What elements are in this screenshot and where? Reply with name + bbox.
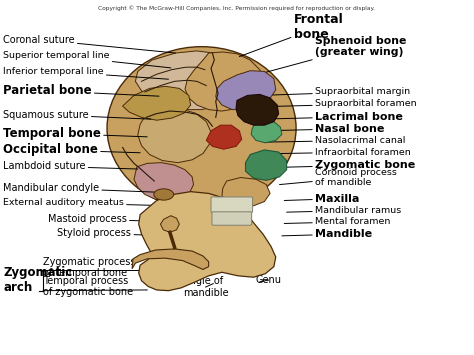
PathPatch shape [246, 150, 287, 180]
Text: Mental foramen: Mental foramen [284, 217, 391, 226]
Text: Lacrimal bone: Lacrimal bone [260, 112, 403, 122]
Text: External auditory meatus: External auditory meatus [3, 198, 171, 207]
Text: Infraorbital foramen: Infraorbital foramen [265, 148, 411, 157]
FancyBboxPatch shape [212, 212, 252, 225]
Text: Frontal
bone: Frontal bone [239, 13, 344, 56]
Ellipse shape [107, 47, 296, 209]
Text: Inferior temporal line: Inferior temporal line [3, 67, 168, 79]
Text: Lambdoid suture: Lambdoid suture [3, 161, 138, 171]
Text: Squamous suture: Squamous suture [3, 110, 151, 120]
PathPatch shape [136, 51, 246, 110]
Text: Occipital bone: Occipital bone [3, 143, 140, 157]
Text: Mandibular condyle: Mandibular condyle [3, 183, 161, 193]
PathPatch shape [123, 86, 191, 120]
Text: Mandible: Mandible [282, 229, 372, 239]
Text: Sphenoid bone
(greater wing): Sphenoid bone (greater wing) [256, 36, 406, 75]
Text: Zygomatic bone: Zygomatic bone [270, 160, 415, 170]
PathPatch shape [185, 52, 264, 111]
Text: Temporal process
of zygomatic bone: Temporal process of zygomatic bone [43, 275, 133, 297]
Text: Copyright © The McGraw-Hill Companies, Inc. Permission required for reproduction: Copyright © The McGraw-Hill Companies, I… [99, 5, 375, 11]
Text: Mandibular ramus: Mandibular ramus [287, 206, 401, 215]
PathPatch shape [138, 109, 211, 163]
PathPatch shape [251, 120, 282, 143]
Text: Mastoid process: Mastoid process [48, 214, 171, 224]
Text: Coronoid process
of mandible: Coronoid process of mandible [280, 168, 397, 187]
Text: Angle of
mandible: Angle of mandible [182, 276, 228, 298]
Ellipse shape [154, 189, 173, 200]
PathPatch shape [134, 163, 193, 201]
PathPatch shape [222, 178, 270, 207]
PathPatch shape [206, 125, 242, 149]
Text: Supraorbital foramen: Supraorbital foramen [260, 99, 417, 108]
Text: Supraorbital margin: Supraorbital margin [258, 87, 410, 97]
Text: Zygomatic process
of temporal bone: Zygomatic process of temporal bone [43, 257, 136, 278]
Text: Nasolacrimal canal: Nasolacrimal canal [264, 136, 405, 145]
PathPatch shape [132, 249, 209, 269]
Text: Temporal bone: Temporal bone [3, 127, 147, 140]
Text: Maxilla: Maxilla [284, 194, 359, 204]
Text: Coronal suture: Coronal suture [3, 34, 175, 53]
Text: Zygomatic
arch: Zygomatic arch [3, 266, 73, 294]
Text: Genu: Genu [256, 275, 282, 285]
FancyBboxPatch shape [211, 197, 253, 213]
Text: Nasal bone: Nasal bone [263, 124, 384, 134]
PathPatch shape [160, 216, 179, 232]
Text: Parietal bone: Parietal bone [3, 84, 159, 97]
Text: Styloid process: Styloid process [57, 228, 172, 238]
PathPatch shape [236, 94, 279, 125]
PathPatch shape [216, 71, 276, 110]
PathPatch shape [139, 192, 276, 291]
Text: Superior temporal line: Superior temporal line [3, 51, 171, 68]
